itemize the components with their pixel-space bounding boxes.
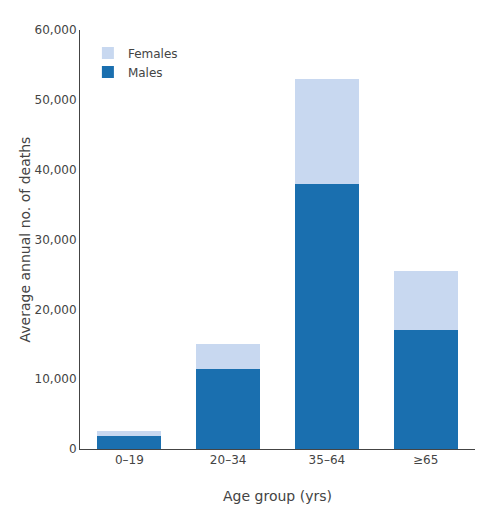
svg-text:Age group (yrs): Age group (yrs) bbox=[223, 488, 332, 504]
svg-text:0–19: 0–19 bbox=[115, 453, 144, 467]
svg-text:50,000: 50,000 bbox=[35, 93, 77, 107]
svg-text:≥65: ≥65 bbox=[413, 453, 438, 467]
svg-text:20,000: 20,000 bbox=[35, 303, 77, 317]
svg-text:60,000: 60,000 bbox=[35, 23, 77, 37]
svg-text:35–64: 35–64 bbox=[309, 453, 346, 467]
svg-text:Males: Males bbox=[128, 66, 163, 80]
svg-text:Females: Females bbox=[128, 47, 178, 61]
svg-text:0: 0 bbox=[69, 442, 77, 456]
svg-text:Average annual no. of deaths: Average annual no. of deaths bbox=[17, 137, 33, 343]
svg-text:20–34: 20–34 bbox=[210, 453, 247, 467]
svg-text:30,000: 30,000 bbox=[35, 233, 77, 247]
svg-text:10,000: 10,000 bbox=[35, 372, 77, 386]
svg-text:40,000: 40,000 bbox=[35, 163, 77, 177]
